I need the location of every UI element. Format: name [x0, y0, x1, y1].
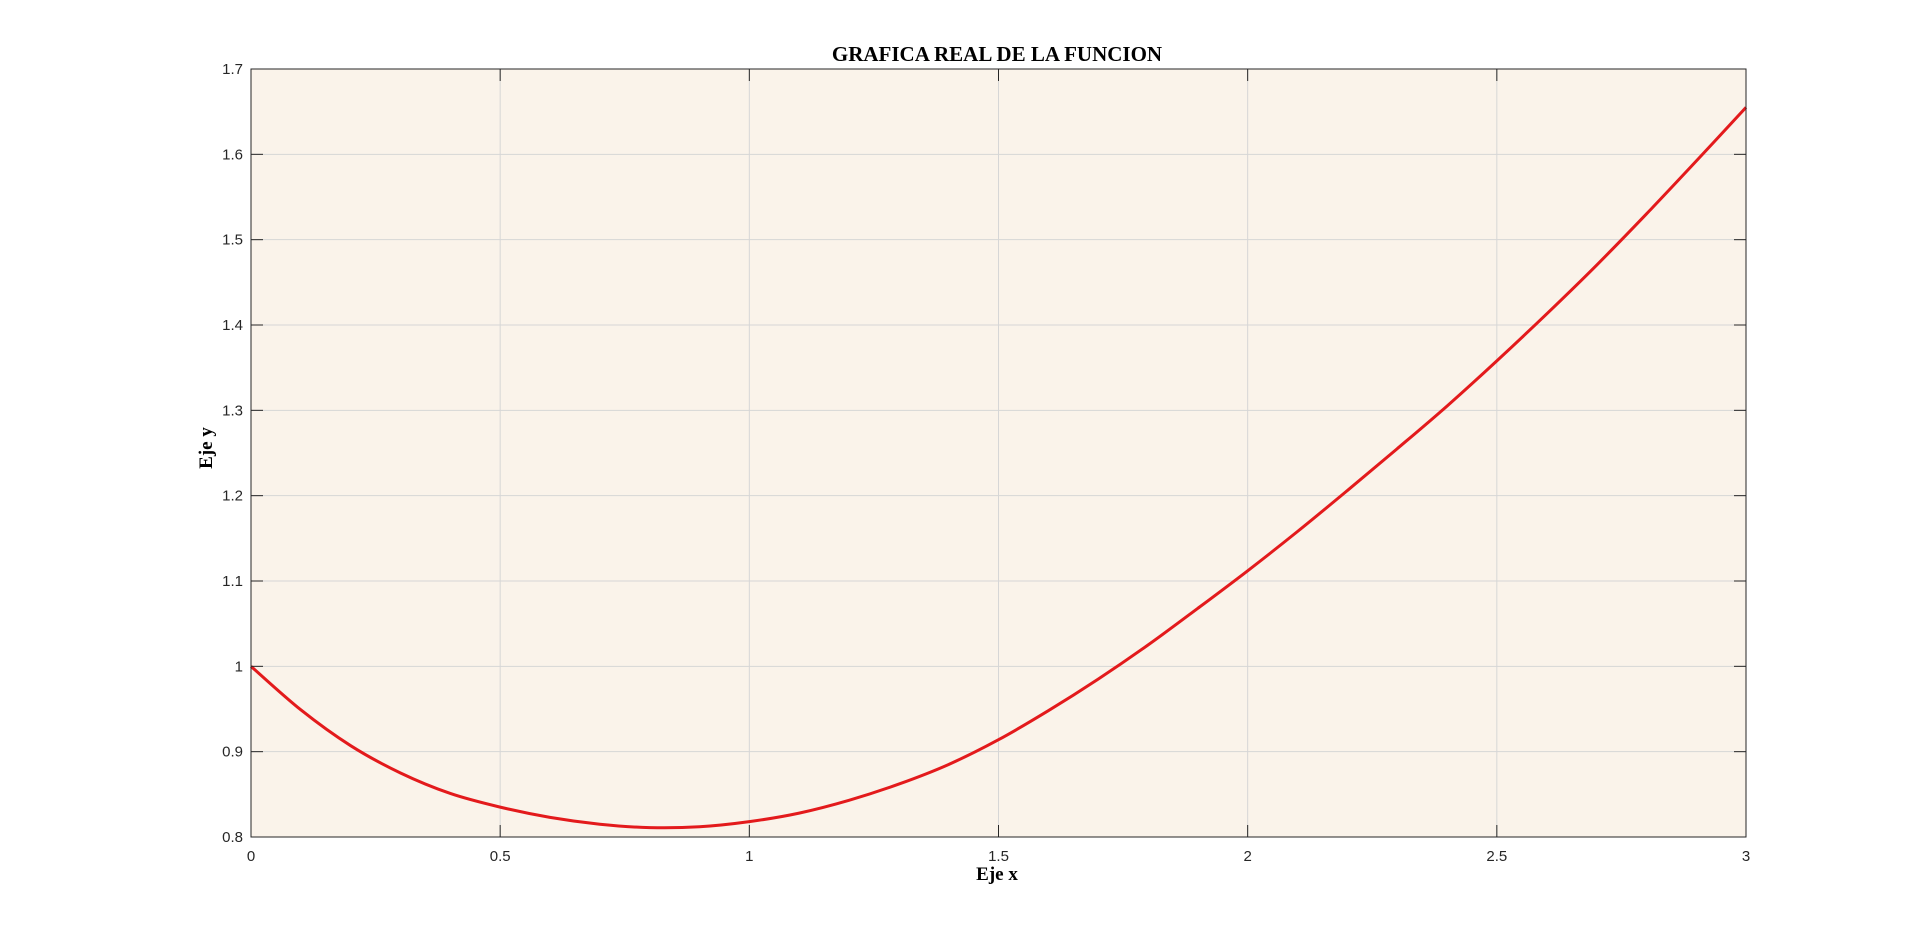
- chart-title: GRAFICA REAL DE LA FUNCION: [832, 42, 1162, 66]
- y-tick-label: 1.6: [222, 146, 243, 163]
- y-tick-label: 1.3: [222, 402, 243, 419]
- x-axis-title: Eje x: [976, 864, 1018, 885]
- x-tick-label: 1.5: [988, 848, 1009, 865]
- x-tick-label: 2.5: [1486, 848, 1507, 865]
- x-tick-labels: 0 0.5 1 1.5 2 2.5 3: [247, 848, 1750, 865]
- y-tick-label: 1.1: [222, 573, 243, 590]
- x-tick-label: 2: [1243, 848, 1251, 865]
- series-line: [250, 106, 1748, 830]
- tick-marks: [250, 68, 1747, 838]
- y-axis-title: Eje y: [196, 427, 217, 469]
- y-tick-label: 0.9: [222, 744, 243, 761]
- x-tick-label: 3: [1742, 848, 1750, 865]
- y-tick-label: 1.5: [222, 232, 243, 249]
- x-tick-label: 0: [247, 848, 255, 865]
- y-tick-label: 1: [235, 658, 243, 675]
- x-tick-label: 1: [745, 848, 753, 865]
- y-tick-labels: 0.8 0.9 1 1.1 1.2 1.3 1.4 1.5 1.6 1.7: [222, 61, 243, 846]
- y-tick-label: 1.4: [222, 317, 243, 334]
- y-tick-label: 0.8: [222, 829, 243, 846]
- x-tick-label: 0.5: [490, 848, 511, 865]
- y-tick-label: 1.7: [222, 61, 243, 78]
- y-tick-label: 1.2: [222, 488, 243, 505]
